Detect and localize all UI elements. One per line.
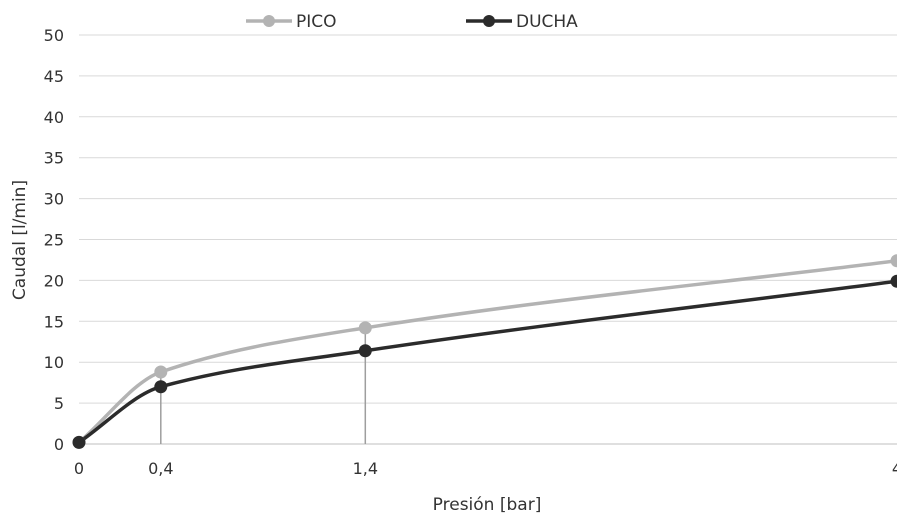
y-tick-label: 5 (54, 394, 64, 413)
x-tick-label: 0 (74, 459, 84, 478)
data-point-ducha (72, 435, 86, 449)
x-axis-tick-labels: 0 0,4 1,4 4 (74, 459, 897, 478)
data-point-pico (358, 321, 372, 335)
data-point-ducha (154, 380, 168, 394)
y-axis-title: Caudal [l/min] (10, 180, 30, 300)
y-tick-label: 40 (44, 108, 64, 127)
series-line-pico (77, 259, 897, 445)
x-tick-label: 4 (892, 459, 897, 478)
legend-swatch-marker (263, 15, 275, 27)
x-tick-label: 1,4 (353, 459, 378, 478)
y-tick-label: 45 (44, 67, 64, 86)
y-tick-label: 20 (44, 271, 64, 290)
series-points (72, 254, 897, 449)
series-lines (77, 259, 897, 445)
y-tick-label: 35 (44, 149, 64, 168)
data-point-ducha (358, 344, 372, 358)
legend-swatch-marker (483, 15, 495, 27)
data-point-pico (890, 254, 897, 268)
legend-label-ducha: DUCHA (516, 12, 578, 32)
legend: PICO DUCHA (246, 12, 578, 32)
x-tick-label: 0,4 (148, 459, 173, 478)
y-tick-label: 15 (44, 312, 64, 331)
y-tick-label: 10 (44, 353, 64, 372)
y-tick-label: 0 (54, 435, 64, 454)
gridlines (79, 34, 897, 445)
y-tick-label: 50 (44, 26, 64, 45)
x-axis-title: Presión [bar] (433, 495, 542, 515)
data-point-pico (154, 365, 168, 379)
y-axis-tick-labels: 0 5 10 15 20 25 30 35 40 45 50 (44, 26, 64, 454)
data-point-ducha (890, 274, 897, 288)
y-tick-label: 30 (44, 190, 64, 209)
legend-label-pico: PICO (296, 12, 337, 32)
y-tick-label: 25 (44, 231, 64, 250)
series-line-ducha (77, 279, 897, 445)
